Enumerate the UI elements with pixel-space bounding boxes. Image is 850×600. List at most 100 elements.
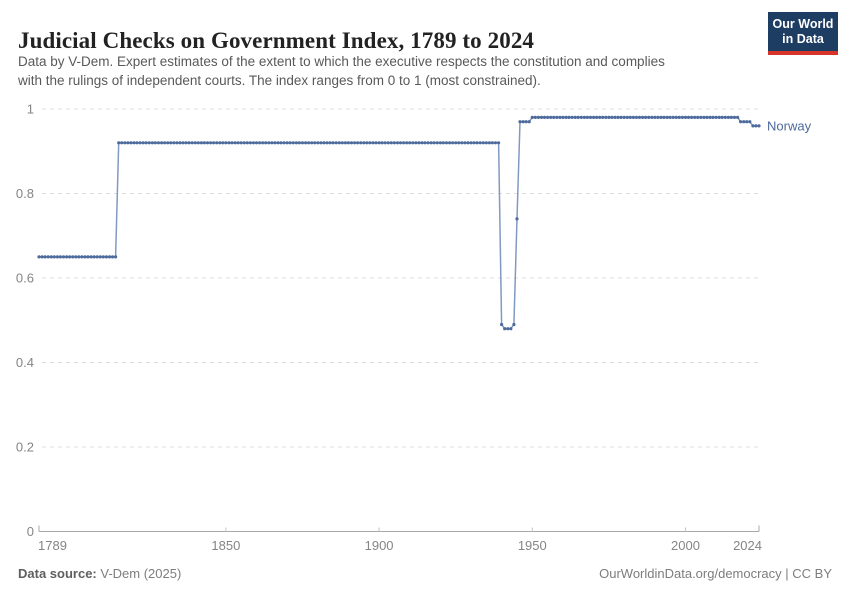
year-marker — [466, 141, 470, 145]
year-marker — [362, 141, 366, 145]
year-marker — [205, 141, 210, 145]
year-marker — [732, 115, 737, 119]
year-marker — [52, 255, 56, 259]
year-marker — [126, 141, 130, 145]
year-marker — [300, 141, 305, 145]
year-marker — [711, 115, 715, 119]
year-marker — [132, 141, 136, 145]
year-marker — [251, 141, 256, 145]
year-marker — [506, 327, 510, 331]
year-marker — [383, 141, 387, 145]
year-marker — [389, 141, 393, 145]
year-marker — [457, 141, 461, 145]
x-tick-label: 1789 — [38, 538, 67, 553]
year-marker — [408, 141, 412, 145]
year-marker — [739, 120, 743, 124]
year-marker — [497, 141, 501, 145]
year-marker — [503, 327, 507, 331]
year-marker — [665, 115, 669, 119]
year-marker — [454, 141, 458, 145]
year-marker — [542, 115, 547, 119]
year-marker — [58, 255, 63, 259]
year-marker — [500, 322, 504, 327]
year-marker — [68, 255, 72, 259]
year-marker — [55, 255, 60, 259]
owid-logo-line2: in Data — [782, 32, 824, 46]
year-marker — [356, 141, 360, 145]
year-marker — [671, 115, 675, 119]
year-marker — [325, 141, 329, 145]
year-marker — [264, 141, 268, 145]
year-marker — [598, 115, 602, 119]
year-marker — [742, 120, 746, 124]
year-marker — [469, 141, 473, 145]
chart-canvas[interactable]: 0 0.2 0.4 0.6 0.8 1 1789 1850 1900 1950 2000 2024 No… — [0, 95, 850, 555]
year-marker — [202, 141, 206, 145]
year-marker — [346, 141, 350, 145]
year-marker — [218, 141, 222, 145]
credit-link[interactable]: OurWorldinData.org/democracy | CC BY — [599, 566, 832, 581]
year-marker — [484, 141, 488, 145]
year-marker — [417, 141, 421, 145]
y-axis-labels: 0 0.2 0.4 0.6 0.8 1 — [16, 102, 34, 540]
year-marker — [515, 217, 519, 221]
year-marker — [107, 255, 112, 259]
year-marker — [699, 115, 703, 119]
year-marker — [564, 115, 568, 119]
year-marker — [650, 115, 654, 119]
year-marker — [493, 141, 498, 145]
year-marker — [441, 141, 445, 145]
year-marker — [129, 141, 133, 145]
year-marker — [224, 141, 228, 145]
year-marker — [209, 141, 213, 145]
year-marker — [533, 115, 537, 119]
year-marker — [637, 115, 642, 119]
year-marker — [460, 141, 464, 145]
year-marker — [285, 141, 289, 145]
y-tick-label: 0.6 — [16, 271, 34, 286]
year-marker — [736, 115, 740, 119]
year-marker — [77, 255, 81, 259]
year-marker — [95, 255, 99, 259]
year-marker — [169, 141, 173, 145]
year-marker — [414, 141, 418, 145]
year-marker — [631, 115, 636, 119]
data-source-value: V-Dem (2025) — [96, 566, 182, 581]
year-marker — [110, 255, 115, 259]
year-marker — [374, 141, 378, 145]
year-marker — [71, 255, 75, 259]
year-marker — [193, 141, 197, 145]
year-marker — [558, 115, 562, 119]
year-marker — [248, 141, 252, 145]
year-marker — [726, 115, 731, 119]
year-marker — [163, 141, 167, 145]
year-marker — [37, 255, 41, 259]
year-marker — [561, 115, 565, 119]
year-marker — [405, 141, 409, 145]
year-marker — [714, 115, 718, 119]
year-marker — [178, 141, 182, 145]
year-marker — [677, 115, 681, 119]
year-marker — [230, 141, 234, 145]
year-marker — [680, 115, 685, 119]
year-marker — [313, 141, 317, 145]
year-marker — [708, 115, 712, 119]
year-marker — [337, 141, 341, 145]
year-marker — [567, 115, 571, 119]
year-marker — [236, 141, 240, 145]
year-marker — [392, 141, 396, 145]
year-marker — [628, 115, 632, 119]
year-marker — [674, 115, 678, 119]
owid-logo[interactable]: Our World in Data — [768, 12, 838, 55]
year-marker — [683, 115, 688, 119]
year-marker — [294, 141, 298, 145]
year-marker — [622, 115, 626, 119]
year-marker — [619, 115, 623, 119]
year-marker — [282, 141, 286, 145]
series-label-norway: Norway — [767, 118, 812, 133]
year-marker — [588, 115, 593, 119]
year-marker — [420, 141, 424, 145]
year-marker — [199, 141, 203, 145]
year-marker — [576, 115, 580, 119]
data-source: Data source: V-Dem (2025) — [18, 566, 181, 581]
